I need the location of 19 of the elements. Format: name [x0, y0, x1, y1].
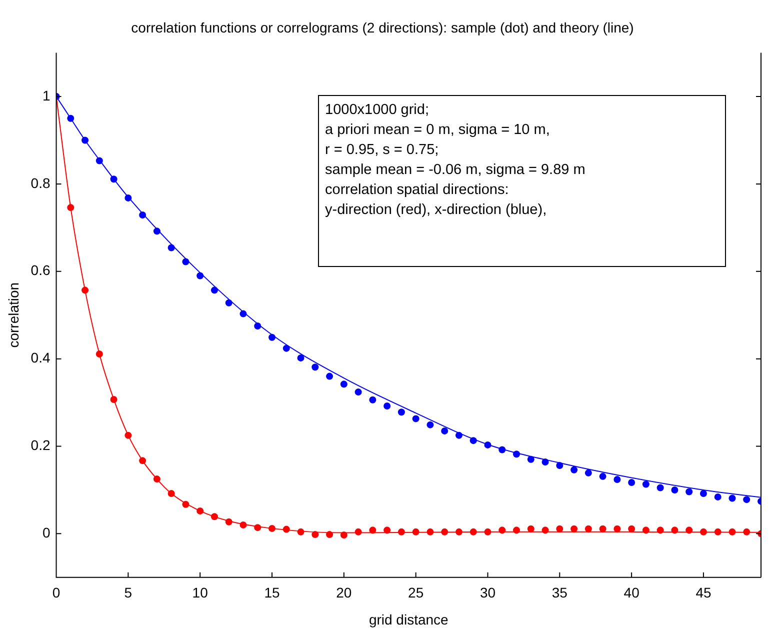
- x-tick-label: 20: [336, 584, 352, 601]
- x-tick-label: 15: [264, 584, 280, 601]
- x-tick-label: 30: [480, 584, 496, 601]
- x-tick-label: 45: [696, 584, 712, 601]
- x-tick-label: 40: [624, 584, 640, 601]
- y-tick-label: 0: [42, 524, 50, 541]
- x-tick-label: 10: [192, 584, 208, 601]
- x-axis-title: grid distance: [368, 611, 449, 628]
- y-tick-label: 0.2: [30, 437, 50, 454]
- x-tick-label: 35: [552, 584, 568, 601]
- y-tick-label: 0.6: [30, 262, 50, 278]
- y-axis-title: correlation: [5, 282, 22, 348]
- y-tick-label: 1: [42, 87, 50, 104]
- x-tick-label: 25: [408, 584, 424, 601]
- x-tick-label: 0: [52, 584, 60, 601]
- y-tick-label: 0.4: [30, 350, 50, 366]
- y-tick-label: 0.8: [30, 174, 50, 191]
- x-tick-label: 5: [124, 584, 132, 601]
- chart-title: correlation functions or correlograms (2 directions): sample (dot) and theory (line): [131, 19, 634, 36]
